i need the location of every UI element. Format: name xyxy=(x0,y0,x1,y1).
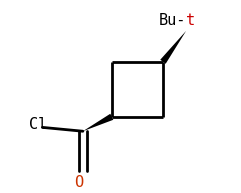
Polygon shape xyxy=(83,114,113,131)
Polygon shape xyxy=(160,31,186,64)
Text: Bu-: Bu- xyxy=(159,13,187,28)
Text: t: t xyxy=(186,13,195,28)
Text: Cl: Cl xyxy=(29,117,47,132)
Text: O: O xyxy=(74,175,84,190)
